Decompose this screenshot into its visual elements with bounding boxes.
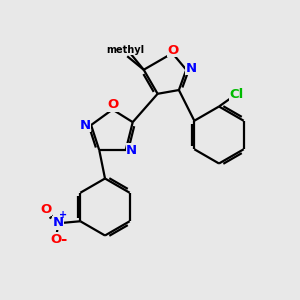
- Text: Cl: Cl: [229, 88, 244, 101]
- Text: O: O: [40, 203, 51, 216]
- Text: methyl: methyl: [106, 45, 144, 55]
- Text: N: N: [126, 144, 137, 157]
- Text: +: +: [59, 210, 67, 220]
- Text: N: N: [80, 118, 91, 131]
- Text: O: O: [167, 44, 178, 57]
- Text: O: O: [51, 233, 62, 246]
- Text: N: N: [186, 62, 197, 75]
- Text: O: O: [107, 98, 118, 111]
- Text: -: -: [60, 232, 66, 247]
- Text: N: N: [52, 216, 63, 229]
